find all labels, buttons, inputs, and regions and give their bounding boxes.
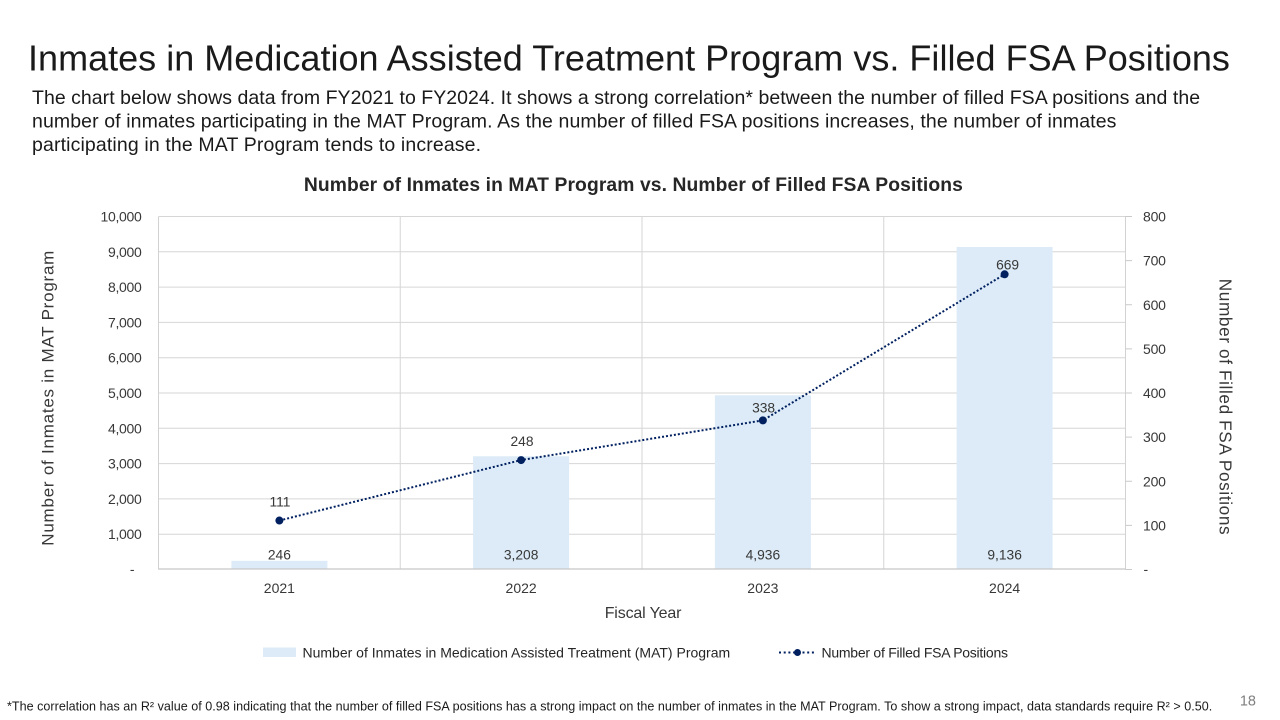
svg-text:9,136: 9,136 [987, 548, 1022, 563]
svg-text:111: 111 [270, 495, 291, 510]
svg-text:8,000: 8,000 [108, 279, 142, 295]
svg-text:4,936: 4,936 [746, 548, 781, 563]
svg-text:6,000: 6,000 [108, 350, 142, 366]
svg-text:600: 600 [1143, 297, 1166, 313]
svg-text:500: 500 [1143, 341, 1166, 357]
svg-text:2022: 2022 [506, 580, 537, 596]
svg-text:-: - [130, 561, 135, 577]
svg-text:2023: 2023 [747, 580, 778, 596]
svg-text:400: 400 [1143, 385, 1166, 401]
svg-text:Fiscal Year: Fiscal Year [605, 605, 682, 622]
svg-text:248: 248 [510, 434, 533, 449]
svg-text:338: 338 [752, 401, 775, 416]
svg-text:9,000: 9,000 [108, 244, 142, 260]
svg-text:*The correlation has an R² val: *The correlation has an R² value of 0.98… [7, 700, 1212, 714]
svg-text:7,000: 7,000 [108, 314, 142, 330]
svg-text:2021: 2021 [264, 580, 295, 596]
svg-text:Number of Filled FSA Positions: Number of Filled FSA Positions [1216, 279, 1236, 535]
svg-text:5,000: 5,000 [108, 385, 142, 401]
svg-text:3,000: 3,000 [108, 456, 142, 472]
svg-text:Number of Inmates in MAT Progr: Number of Inmates in MAT Program [39, 250, 58, 546]
svg-text:-: - [1144, 561, 1149, 577]
svg-text:Number of Inmates in MAT Progr: Number of Inmates in MAT Program vs. Num… [304, 175, 963, 196]
svg-text:number of inmates participatin: number of inmates participating in the M… [32, 111, 1117, 133]
svg-text:10,000: 10,000 [100, 209, 142, 225]
svg-text:300: 300 [1143, 429, 1166, 445]
svg-text:4,000: 4,000 [108, 420, 142, 436]
svg-text:Number of Inmates in Medicatio: Number of Inmates in Medication Assisted… [303, 644, 731, 660]
svg-text:participating in the MAT Progr: participating in the MAT Program tends t… [32, 134, 481, 156]
svg-text:246: 246 [268, 548, 291, 563]
svg-text:700: 700 [1143, 253, 1166, 269]
svg-text:Inmates in Medication Assisted: Inmates in Medication Assisted Treatment… [28, 38, 1230, 79]
svg-text:1,000: 1,000 [108, 526, 142, 542]
svg-text:Number of Filled FSA Positions: Number of Filled FSA Positions [822, 644, 1008, 660]
svg-text:3,208: 3,208 [504, 548, 539, 563]
svg-text:2,000: 2,000 [108, 491, 142, 507]
svg-text:800: 800 [1143, 209, 1166, 225]
svg-text:669: 669 [996, 258, 1019, 273]
svg-text:200: 200 [1143, 473, 1166, 489]
svg-text:100: 100 [1143, 517, 1166, 533]
svg-text:18: 18 [1240, 694, 1256, 710]
svg-text:The chart below shows data fro: The chart below shows data from FY2021 t… [32, 87, 1200, 109]
svg-text:2024: 2024 [989, 580, 1020, 596]
